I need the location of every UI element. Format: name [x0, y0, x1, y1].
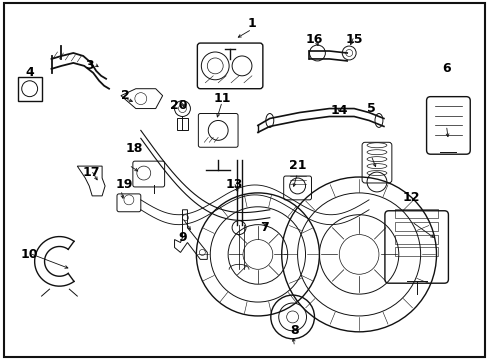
Text: 17: 17: [82, 166, 100, 179]
Text: 14: 14: [330, 104, 347, 117]
Text: 12: 12: [402, 192, 420, 204]
Bar: [18, 77, 41, 100]
Text: 13: 13: [225, 179, 242, 192]
Text: 2: 2: [121, 89, 129, 102]
Text: 16: 16: [305, 33, 323, 46]
Text: 1: 1: [247, 17, 256, 30]
Text: 9: 9: [178, 231, 186, 244]
Text: 10: 10: [21, 248, 39, 261]
Text: 11: 11: [213, 92, 230, 105]
Text: 6: 6: [441, 62, 450, 75]
Bar: [394, 247, 438, 256]
Bar: [394, 222, 438, 231]
Text: 8: 8: [290, 324, 298, 337]
Bar: [394, 209, 438, 218]
Text: 15: 15: [345, 33, 362, 46]
Text: 21: 21: [288, 159, 305, 172]
Text: 18: 18: [125, 142, 142, 155]
Text: 4: 4: [25, 66, 34, 79]
Bar: [176, 118, 188, 130]
Text: 19: 19: [115, 179, 132, 192]
Bar: [394, 235, 438, 243]
Text: 5: 5: [366, 102, 375, 115]
Text: 3: 3: [85, 59, 93, 72]
Text: 7: 7: [260, 221, 269, 234]
Text: 20: 20: [169, 99, 187, 112]
